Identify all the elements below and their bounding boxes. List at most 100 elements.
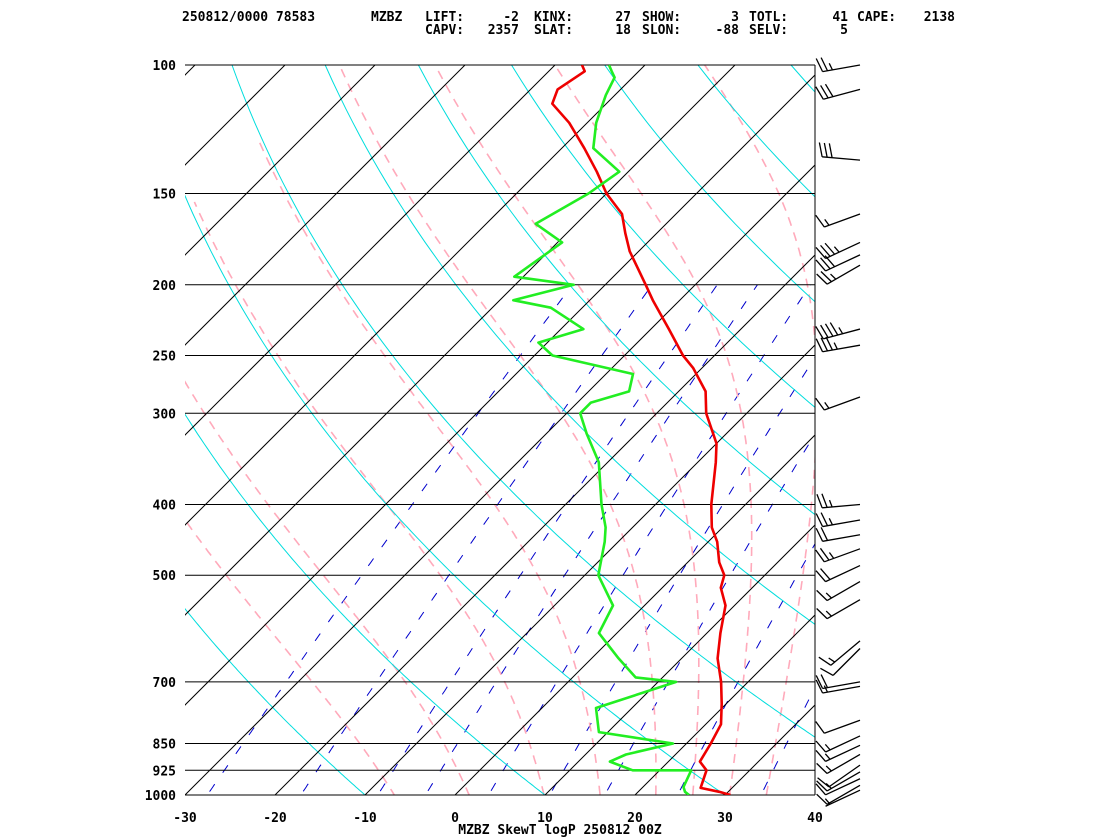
dry-adiabat [869,49,1120,811]
pressure-tick-label: 100 [153,59,177,74]
wind-barb-staff [824,548,861,563]
wind-barb-flag [815,247,827,259]
dry-adiabat [697,65,815,198]
wind-barb-flag [825,336,834,351]
wind-barb-flag [815,549,825,563]
temperature-trace [550,65,731,795]
moist-adiabat [554,65,753,795]
temperature-tick-label: 30 [717,811,733,826]
wind-barb-half-flag [825,610,832,617]
wind-barb-flag [815,214,825,228]
wind-barb-staff [823,88,861,100]
wind-barb [815,241,861,260]
dry-adiabat [324,65,815,625]
wind-barb-flag [820,244,831,257]
wind-barb-flag [820,257,831,270]
isotherm [185,65,376,256]
isotherm [454,434,815,795]
temperature-tick-label: -20 [263,811,287,826]
wind-barb-flag [820,512,829,526]
header-selv-label: SELV: [749,23,789,38]
wind-barb-half-flag [824,743,831,751]
dry-adiabat [185,794,186,795]
wind-barb-flag [817,777,830,788]
wind-barb [815,57,861,73]
wind-barb-flag [816,608,828,620]
wind-barb [815,735,861,753]
chart-footer-title: MZBZ SkewT logP 250812 00Z [458,823,662,838]
wind-barb-flag [815,397,825,411]
wind-barb-flag [824,242,836,255]
moist-adiabat [703,65,815,795]
wind-barb-flag [821,493,828,508]
header-cape-label: CAPE: [857,10,897,25]
wind-barb-half-flag [824,753,831,760]
wind-barb-flag [828,143,833,158]
wind-barb-staff [825,254,861,272]
wind-barb-flag [824,83,834,97]
wind-barb-flag [820,85,829,99]
wind-barb-half-flag [833,246,840,253]
stats-header: 250812/0000 78583 MZBZ LIFT: -2 KINX: 27 SHOW:… [0,0,1120,50]
wind-barb-half-flag [828,518,834,526]
header-slat-value: 18 [615,23,631,38]
wind-barb-half-flag [824,798,831,805]
pressure-tick-label: 850 [153,737,177,752]
wind-barb [815,547,861,563]
header-lift-value: -2 [503,10,519,25]
wind-barb-flag [815,259,827,272]
wind-barb [816,599,861,620]
wind-barb-half-flag [828,657,836,663]
isotherm [185,65,286,166]
wind-barb-flag [815,513,824,527]
temperature-tick-label: 40 [807,811,823,826]
wind-barb [816,264,861,285]
wind-barb-flag [816,589,828,601]
wind-barb-half-flag [824,219,830,226]
moist-adiabat [185,380,470,795]
header-slon-value: -88 [715,23,739,38]
moist-adiabat [338,65,657,795]
wind-barb-flag [829,322,839,336]
header-slat-label: SLAT: [534,23,574,38]
wind-barb-staff [825,744,861,762]
wind-barb-flag [815,527,824,542]
wind-barb-flag [820,324,829,338]
mixing-ratio-line [487,284,811,795]
wind-barb-flag [815,783,827,796]
moist-adiabat [193,201,545,795]
wind-barb-staff [826,771,861,792]
pressure-tick-label: 500 [153,569,177,584]
wind-barb [815,719,861,734]
wind-barb [815,336,861,353]
mixing-ratio-line [424,284,758,795]
isotherm [185,65,736,616]
dry-adiabat [185,413,546,795]
wind-barb-flag [820,568,831,580]
wind-barb-staff [822,534,861,542]
isotherm [814,794,815,795]
wind-barb [816,771,861,792]
wind-barb-staff [823,328,861,340]
wind-barb-staff [825,241,861,260]
wind-barb-staff [825,735,861,753]
wind-barb-flag [815,58,824,72]
pressure-tick-label: 925 [153,764,176,779]
isotherm [185,65,196,76]
isotherm [634,614,815,795]
header-totl-label: TOTL: [749,10,789,25]
wind-barb-staff [822,156,861,161]
temperature-tick-label: 10 [537,811,553,826]
wind-barb-flag [815,679,824,694]
header-totl-value: 41 [832,10,848,25]
wind-barb-flag [815,721,825,734]
wind-barb-flag [816,762,828,774]
wind-barb [815,512,861,528]
dewpoint-trace [511,65,693,795]
wind-barb-staff [830,640,861,666]
moist-adiabat [185,518,396,795]
header-slon-label: SLON: [642,23,682,38]
wind-barb [820,648,861,676]
pressure-tick-label: 200 [153,279,177,294]
